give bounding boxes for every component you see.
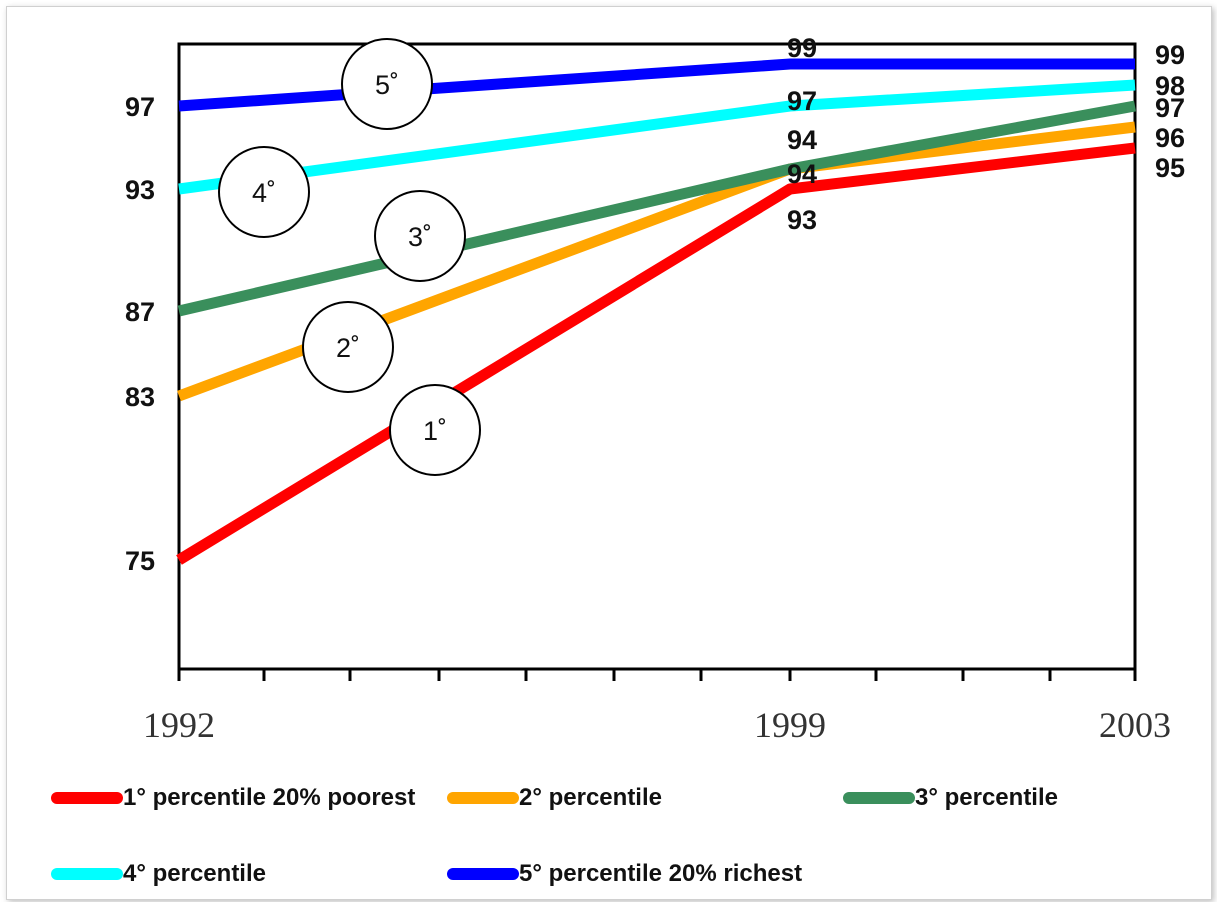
value-label: 94	[787, 125, 817, 155]
legend-label-5: 5° percentile 20% richest	[519, 860, 803, 887]
legend-item-3: 3° percentile	[843, 783, 1058, 813]
y-tick-label: 93	[125, 175, 155, 205]
series-marker-label: 1˚	[423, 416, 447, 446]
legend-label-1: 1° percentile 20% poorest	[123, 784, 416, 811]
legend-swatch-4	[51, 868, 123, 880]
series-line-3	[177, 100, 1136, 317]
legend-item-5: 5° percentile 20% richest	[447, 859, 802, 889]
series-marker-label: 4˚	[252, 178, 276, 208]
value-label: 99	[787, 33, 817, 63]
legend-swatch-1	[51, 792, 123, 804]
tick-labels: 75 83 87 93 97 1992 1999 2003	[125, 92, 1171, 745]
legend-item-2: 2° percentile	[447, 783, 662, 813]
series-marker-label: 2˚	[336, 333, 360, 363]
series-line-5	[178, 58, 1135, 112]
series-marker-circle	[374, 190, 466, 282]
x-tick-label: 1992	[143, 705, 215, 745]
series-line-1	[176, 142, 1136, 565]
series-marker-circle	[389, 384, 481, 476]
series-marker-circle	[341, 38, 433, 130]
legend-label-3: 3° percentile	[915, 784, 1058, 811]
chart-frame: 75 83 87 93 97 1992 1999 2003 93 94 94 97 99 95 96 97 9…	[6, 6, 1212, 900]
value-label: 99	[1155, 40, 1185, 70]
y-tick-label: 83	[125, 382, 155, 412]
value-label: 94	[787, 159, 817, 189]
legend-swatch-5	[447, 868, 519, 880]
series-marker-label: 3˚	[408, 222, 432, 252]
plot-area	[177, 42, 1137, 671]
legend-swatch-3	[843, 792, 915, 804]
value-label: 93	[787, 205, 817, 235]
legend-item-4: 4° percentile	[51, 859, 266, 889]
legend-swatch-2	[447, 792, 519, 804]
y-tick-label: 75	[125, 546, 155, 576]
value-label: 98	[1155, 71, 1185, 101]
legend-label-2: 2° percentile	[519, 784, 662, 811]
series-markers: 1˚ 2˚ 3˚ 4˚ 5˚	[218, 38, 481, 476]
value-label: 97	[787, 86, 817, 116]
y-tick-label: 87	[125, 297, 155, 327]
legend-label-4: 4° percentile	[123, 860, 266, 887]
x-tick-label: 2003	[1099, 705, 1171, 745]
chart-axes	[177, 42, 1137, 681]
legend-item-1: 1° percentile 20% poorest	[51, 783, 415, 813]
y-tick-label: 97	[125, 92, 155, 122]
series-marker-circle	[218, 146, 310, 238]
value-label: 96	[1155, 123, 1185, 153]
series-line-4	[178, 79, 1136, 195]
series-marker-circle	[302, 301, 394, 393]
value-label: 97	[1155, 93, 1185, 123]
x-tick-label: 1999	[754, 705, 826, 745]
series-marker-label: 5˚	[375, 70, 399, 100]
value-label: 95	[1155, 153, 1185, 183]
